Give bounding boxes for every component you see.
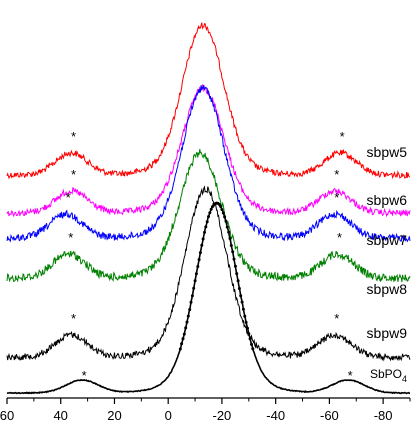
data-point-marker	[205, 220, 209, 224]
data-point-marker	[178, 347, 182, 351]
series-sbpw8	[6, 149, 411, 283]
series-sbpw6	[6, 84, 411, 218]
impurity-asterisk: *	[66, 190, 71, 205]
data-point-marker	[239, 294, 243, 298]
data-point-marker	[225, 225, 229, 229]
data-point-marker	[241, 307, 245, 311]
series-sbpw9	[6, 185, 411, 362]
series-sbpo4	[6, 201, 411, 395]
series-line	[6, 85, 411, 243]
x-tick-label: -40	[266, 408, 285, 423]
x-tick-label: 0	[165, 408, 172, 423]
data-point-marker	[235, 272, 239, 276]
data-point-marker	[204, 225, 208, 229]
impurity-asterisk: *	[71, 167, 76, 182]
annotation-layer: sbpw5* *sbpw6* *sbpw7* *sbpw8* *sbpw9* *SbPO4…	[66, 129, 408, 384]
impurity-asterisk: *	[334, 311, 339, 326]
impurity-asterisk: *	[348, 368, 353, 383]
data-point-marker	[233, 264, 237, 268]
series-line	[6, 185, 411, 362]
data-point-marker	[236, 279, 240, 283]
series-label: SbPO4	[370, 367, 407, 384]
data-point-marker	[185, 320, 189, 324]
data-point-marker	[247, 332, 251, 336]
data-point-marker	[232, 257, 236, 261]
data-point-marker	[220, 208, 224, 211]
data-point-marker	[192, 286, 196, 290]
data-point-marker	[227, 230, 231, 234]
impurity-asterisk: *	[82, 368, 87, 383]
data-point-marker	[200, 243, 204, 247]
data-point-marker	[229, 244, 233, 247]
impurity-asterisk: *	[334, 190, 339, 205]
data-point-marker	[208, 211, 212, 215]
x-tick-label: 40	[53, 408, 67, 423]
series-label: sbpw7	[367, 232, 408, 248]
series-sbpw7	[6, 85, 411, 243]
data-point-marker	[224, 219, 228, 223]
impurity-asterisk: *	[340, 129, 345, 144]
data-point-marker	[209, 207, 213, 211]
impurity-asterisk: *	[68, 230, 73, 245]
series-label-subscript: 4	[402, 374, 407, 384]
x-tick-label: -20	[213, 408, 232, 423]
impurity-asterisk: *	[334, 167, 339, 182]
impurity-asterisk: *	[337, 230, 342, 245]
data-point-marker	[182, 332, 186, 336]
data-point-marker	[193, 279, 197, 283]
data-point-marker	[184, 326, 188, 330]
data-point-marker	[248, 337, 252, 341]
x-tick-label: -60	[320, 408, 339, 423]
series-line	[6, 149, 411, 283]
data-point-marker	[189, 300, 193, 304]
series-line	[6, 84, 411, 218]
data-point-marker	[186, 314, 190, 318]
data-point-marker	[211, 205, 214, 209]
x-tick-label: -80	[374, 408, 393, 423]
data-point-marker	[198, 251, 202, 255]
impurity-asterisk: *	[71, 129, 76, 144]
data-point-marker	[243, 314, 247, 318]
x-axis: 60 40 20 0 -20 -40 -60 -80	[0, 397, 411, 423]
data-point-marker	[181, 337, 185, 341]
series-sbpw5	[6, 22, 411, 180]
data-point-marker	[246, 326, 249, 330]
data-point-marker	[194, 272, 198, 276]
data-point-marker	[251, 347, 255, 351]
x-tick-label: 20	[107, 408, 121, 423]
impurity-asterisk: *	[71, 311, 76, 326]
series-line	[6, 22, 411, 180]
data-point-marker	[231, 250, 235, 254]
data-point-marker	[207, 215, 210, 219]
data-point-marker	[223, 215, 227, 219]
data-point-marker	[203, 230, 206, 234]
data-point-marker	[196, 265, 200, 268]
data-point-marker	[197, 258, 201, 262]
data-point-marker	[219, 204, 223, 208]
data-point-marker	[240, 300, 244, 304]
data-point-marker	[228, 237, 232, 240]
data-point-marker	[217, 202, 221, 206]
data-point-marker	[244, 320, 248, 324]
data-point-marker	[221, 211, 225, 215]
series-label: sbpw9	[367, 325, 408, 341]
x-tick-label: 60	[0, 408, 14, 423]
data-point-marker	[180, 342, 184, 346]
series-label: sbpw5	[367, 144, 408, 160]
data-point-marker	[190, 294, 194, 298]
series-layer	[6, 22, 411, 395]
data-point-marker	[250, 342, 253, 346]
series-label: sbpw6	[367, 192, 408, 208]
data-point-marker	[201, 237, 205, 241]
series-label: sbpw8	[367, 281, 408, 297]
data-point-marker	[237, 287, 241, 290]
data-point-marker	[188, 308, 192, 312]
